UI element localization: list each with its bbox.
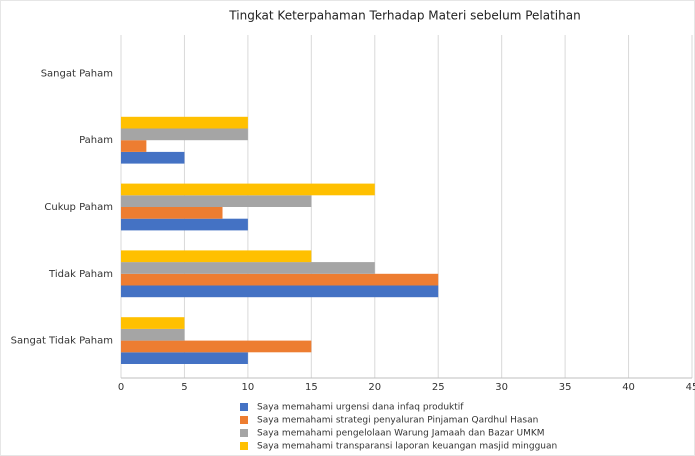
bar (121, 273, 439, 286)
bar (121, 328, 185, 341)
legend-swatch (240, 403, 248, 411)
x-tick-label: 30 (495, 382, 508, 393)
x-tick-label: 40 (622, 382, 635, 393)
bar (121, 116, 248, 129)
legend-label: Saya memahami transparansi laporan keuan… (257, 442, 557, 452)
bar (121, 151, 185, 164)
x-tick-label: 0 (118, 382, 124, 393)
bar (121, 207, 223, 219)
chart-title: Tingkat Keterpahaman Terhadap Materi seb… (228, 9, 580, 23)
y-tick-label: Cukup Paham (44, 202, 113, 213)
legend-swatch (240, 416, 248, 424)
x-tick-label: 35 (559, 382, 572, 393)
legend-label: Saya memahami pengelolaan Warung Jamaah … (257, 429, 545, 439)
bar (121, 262, 375, 274)
x-tick-label: 45 (686, 382, 695, 393)
bar (121, 183, 375, 196)
y-tick-label: Sangat Tidak Paham (11, 336, 113, 347)
bar (121, 140, 147, 152)
bar (121, 195, 312, 207)
bar (121, 340, 312, 353)
legend-swatch (240, 429, 248, 437)
y-tick-label: Tidak Paham (48, 269, 113, 280)
x-tick-label: 10 (242, 382, 255, 393)
bar (121, 218, 248, 231)
bar (121, 317, 185, 329)
legend-label: Saya memahami urgensi dana infaq produkt… (257, 403, 464, 413)
y-tick-label: Paham (79, 135, 113, 146)
x-tick-label: 25 (432, 382, 445, 393)
bar (121, 128, 248, 141)
x-tick-label: 15 (305, 382, 318, 393)
x-tick-label: 5 (181, 382, 187, 393)
x-tick-label: 20 (368, 382, 381, 393)
legend-label: Saya memahami strategi penyaluran Pinjam… (257, 416, 538, 426)
bar (121, 250, 312, 263)
y-tick-label: Sangat Paham (41, 68, 113, 79)
bar (121, 285, 439, 298)
bar (121, 352, 248, 364)
legend-swatch (240, 442, 248, 450)
